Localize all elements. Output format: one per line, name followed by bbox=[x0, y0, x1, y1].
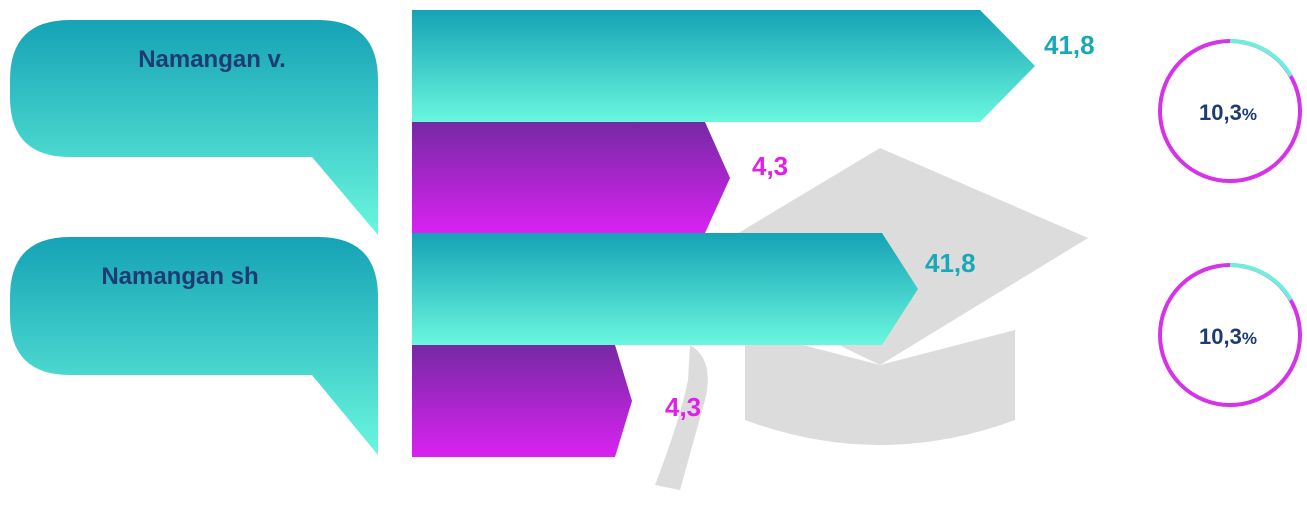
percent-unit: % bbox=[1242, 329, 1257, 348]
label-bubble bbox=[10, 20, 378, 235]
percent-label: 10,3% bbox=[1199, 324, 1257, 349]
percent-number: 10,3 bbox=[1199, 324, 1242, 349]
group-label: Namangan sh bbox=[101, 263, 258, 290]
percent-number: 10,3 bbox=[1199, 100, 1242, 125]
group-label: Namangan v. bbox=[138, 46, 286, 73]
percent-ring bbox=[1158, 262, 1302, 407]
arrow-bar bbox=[412, 122, 730, 233]
arrow-bar bbox=[412, 10, 1035, 122]
value-label: 4,3 bbox=[752, 151, 788, 181]
value-label: 41,8 bbox=[925, 248, 976, 278]
label-bubble bbox=[10, 237, 378, 455]
percent-unit: % bbox=[1242, 105, 1257, 124]
value-label: 41,8 bbox=[1044, 30, 1095, 60]
arrow-bar bbox=[412, 345, 632, 457]
arrow-bar bbox=[412, 233, 918, 345]
percent-ring bbox=[1158, 38, 1302, 183]
value-label: 4,3 bbox=[665, 392, 701, 422]
percent-label: 10,3% bbox=[1199, 100, 1257, 125]
